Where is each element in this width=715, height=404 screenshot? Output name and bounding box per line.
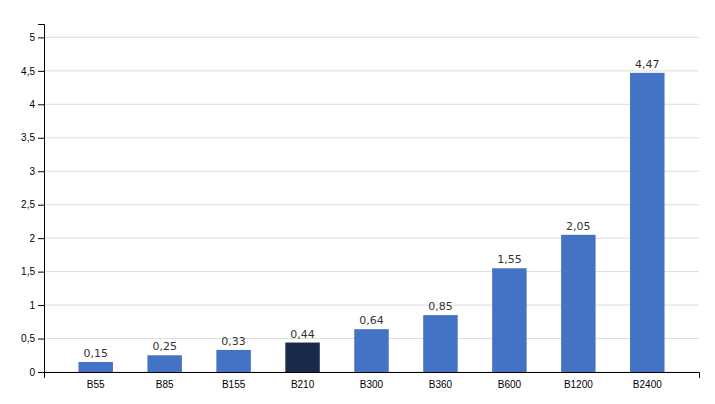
tick-label: B155 bbox=[222, 379, 246, 390]
bar bbox=[354, 329, 388, 372]
tick: B300 bbox=[360, 379, 384, 390]
bar bbox=[147, 355, 181, 372]
tick-label: B210 bbox=[291, 379, 315, 390]
grid-line bbox=[44, 70, 699, 71]
tick-mark bbox=[38, 272, 44, 273]
grid-line bbox=[44, 271, 699, 272]
tick: 0 bbox=[29, 367, 44, 378]
bar bbox=[285, 343, 319, 372]
tick-label: B55 bbox=[87, 379, 105, 390]
data-label: 0,33 bbox=[221, 335, 246, 348]
tick: 4 bbox=[29, 99, 44, 110]
tick-label: 3 bbox=[29, 166, 35, 177]
tick-label: B1200 bbox=[564, 379, 593, 390]
tick-label: 0,5 bbox=[21, 333, 35, 344]
tick-mark bbox=[38, 138, 44, 139]
grid-line bbox=[44, 137, 699, 138]
axis-line bbox=[38, 25, 45, 373]
tick-mark bbox=[38, 71, 44, 72]
tick-label: 3,5 bbox=[21, 132, 35, 143]
tick: 5 bbox=[29, 32, 44, 43]
tick-mark bbox=[38, 171, 44, 172]
tick-label: 4,5 bbox=[21, 66, 35, 77]
tick-mark bbox=[38, 305, 44, 306]
data-label: 0,44 bbox=[290, 328, 315, 341]
tick-label: 1,5 bbox=[21, 266, 35, 277]
tick: B85 bbox=[156, 379, 174, 390]
tick: B1200 bbox=[564, 379, 593, 390]
tick: 4,5 bbox=[21, 66, 44, 77]
tick-mark bbox=[38, 238, 44, 239]
grid-line bbox=[44, 37, 699, 38]
grid-line bbox=[44, 238, 699, 239]
tick: 1 bbox=[29, 300, 44, 311]
data-label: 0,64 bbox=[359, 314, 384, 327]
grid bbox=[44, 37, 699, 372]
tick-mark bbox=[38, 205, 44, 206]
tick-mark bbox=[38, 104, 44, 105]
data-label: 0,15 bbox=[83, 347, 108, 360]
tick: B600 bbox=[498, 379, 522, 390]
grid-line bbox=[44, 204, 699, 205]
tick-label: 1 bbox=[29, 300, 35, 311]
tick-label: B85 bbox=[156, 379, 174, 390]
bar bbox=[561, 235, 595, 372]
tick: B155 bbox=[222, 379, 246, 390]
tick: B55 bbox=[87, 379, 105, 390]
tick-label: 4 bbox=[29, 99, 35, 110]
tick: 3,5 bbox=[21, 132, 44, 143]
x-axis: B55 B85 B155 B210 B300 B360 B600 B1200 B2400 bbox=[45, 373, 700, 391]
tick-label: 5 bbox=[29, 32, 35, 43]
data-label: 1,55 bbox=[497, 253, 522, 266]
data-label: 0,85 bbox=[428, 300, 453, 313]
tick-label: B600 bbox=[498, 379, 522, 390]
tick-mark bbox=[38, 372, 44, 373]
tick-mark bbox=[38, 339, 44, 340]
tick: 3 bbox=[29, 166, 44, 177]
bar bbox=[423, 315, 457, 372]
tick: B2400 bbox=[633, 379, 662, 390]
grid-line bbox=[44, 305, 699, 306]
tick-label: B2400 bbox=[633, 379, 662, 390]
bar bbox=[492, 268, 526, 372]
axis-line bbox=[45, 373, 700, 379]
data-label: 0,25 bbox=[152, 340, 177, 353]
tick-label: B360 bbox=[429, 379, 453, 390]
tick: B360 bbox=[429, 379, 453, 390]
bar bbox=[630, 73, 664, 372]
tick-mark bbox=[38, 37, 44, 38]
tick: 2 bbox=[29, 233, 44, 244]
tick: 1,5 bbox=[21, 266, 44, 277]
tick: 0,5 bbox=[21, 333, 44, 344]
grid-line bbox=[44, 171, 699, 172]
bar bbox=[78, 362, 112, 372]
tick-label: B300 bbox=[360, 379, 384, 390]
bars bbox=[78, 73, 664, 372]
tick: 2,5 bbox=[21, 199, 44, 210]
plot: 00,511,522,533,544,55B55B85B155B210B300B… bbox=[21, 25, 699, 391]
chart: 00,511,522,533,544,55B55B85B155B210B300B… bbox=[0, 0, 715, 404]
grid-line bbox=[44, 104, 699, 105]
tick-label: 0 bbox=[29, 367, 35, 378]
bar bbox=[216, 350, 250, 372]
y-axis: 0 0,5 1 1,5 2 2,5 3 3,5 4 4,5 5 bbox=[21, 25, 44, 378]
data-label: 2,05 bbox=[566, 220, 591, 233]
data-label: 4,47 bbox=[635, 58, 660, 71]
tick-label: 2,5 bbox=[21, 199, 35, 210]
tick: B210 bbox=[291, 379, 315, 390]
tick-label: 2 bbox=[29, 233, 35, 244]
data-labels: 0,15 0,25 0,33 0,44 0,64 0,85 1,55 2,05 4,47 bbox=[83, 58, 659, 360]
